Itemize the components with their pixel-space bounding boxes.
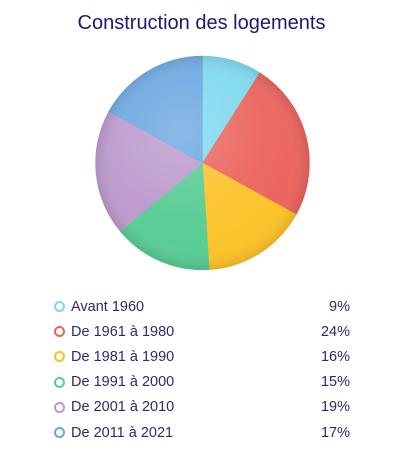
pie-chart-svg bbox=[95, 55, 310, 271]
legend-value: 24% bbox=[320, 323, 350, 340]
legend-marker-icon bbox=[54, 401, 65, 413]
legend-value: 19% bbox=[320, 399, 350, 416]
legend-label: Avant 1960 bbox=[71, 298, 145, 315]
legend-item: De 2011 à 2021 17% bbox=[54, 420, 350, 445]
legend-item: De 1981 à 1990 16% bbox=[54, 344, 350, 369]
legend-value: 9% bbox=[329, 298, 350, 315]
legend-item: De 2001 à 2010 19% bbox=[54, 395, 350, 420]
legend-label: De 2001 à 2010 bbox=[71, 399, 175, 416]
pie-overlay bbox=[95, 56, 310, 270]
chart-title: Construction des logements bbox=[77, 12, 326, 34]
legend: Avant 1960 9% De 1961 à 1980 24% De 1981 à 1… bbox=[54, 294, 350, 445]
legend-item: De 1961 à 1980 24% bbox=[54, 319, 350, 344]
legend-label: De 1961 à 1980 bbox=[71, 323, 175, 340]
legend-value: 17% bbox=[320, 424, 350, 441]
legend-item: De 1991 à 2000 15% bbox=[54, 370, 350, 395]
legend-value: 16% bbox=[320, 348, 350, 365]
legend-marker-icon bbox=[54, 351, 65, 363]
legend-marker-icon bbox=[54, 301, 65, 313]
pie-chart bbox=[80, 50, 325, 280]
legend-label: De 2011 à 2021 bbox=[71, 424, 174, 441]
legend-label: De 1991 à 2000 bbox=[71, 374, 175, 391]
legend-item: Avant 1960 9% bbox=[54, 294, 350, 319]
legend-marker-icon bbox=[54, 326, 65, 338]
legend-marker-icon bbox=[54, 427, 65, 439]
legend-label: De 1981 à 1990 bbox=[71, 348, 175, 365]
pie-gloss bbox=[95, 56, 310, 270]
legend-value: 15% bbox=[320, 374, 350, 391]
legend-marker-icon bbox=[54, 376, 65, 388]
